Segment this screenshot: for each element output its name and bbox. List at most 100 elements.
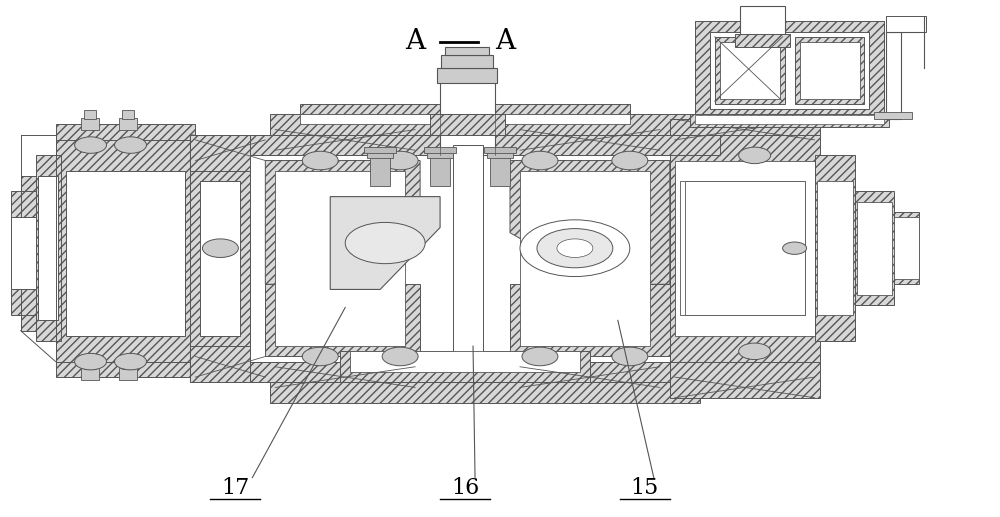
Polygon shape xyxy=(510,161,670,284)
Text: 17: 17 xyxy=(221,477,249,499)
Bar xyxy=(857,202,892,295)
Bar xyxy=(670,135,820,361)
Bar xyxy=(11,217,36,290)
Bar xyxy=(670,119,820,135)
Bar xyxy=(270,382,700,403)
Bar xyxy=(440,68,495,156)
Bar xyxy=(81,368,99,379)
Bar xyxy=(484,147,516,153)
Text: 16: 16 xyxy=(451,477,479,499)
Circle shape xyxy=(115,137,146,154)
Bar xyxy=(740,6,785,37)
Bar xyxy=(250,361,720,382)
Bar xyxy=(190,346,270,382)
Circle shape xyxy=(783,242,807,254)
Bar xyxy=(437,68,497,83)
Bar xyxy=(21,176,56,331)
Polygon shape xyxy=(265,284,420,356)
Polygon shape xyxy=(190,346,270,382)
Polygon shape xyxy=(330,196,440,290)
Bar xyxy=(350,352,580,372)
Bar xyxy=(453,145,483,361)
Bar xyxy=(685,181,805,315)
Polygon shape xyxy=(265,161,420,284)
Bar xyxy=(490,156,510,186)
Bar xyxy=(270,114,700,135)
Bar xyxy=(250,135,720,156)
Bar xyxy=(445,47,489,55)
Polygon shape xyxy=(190,135,270,171)
Bar xyxy=(38,176,58,321)
Bar xyxy=(670,361,820,398)
Circle shape xyxy=(520,220,630,277)
Circle shape xyxy=(302,151,338,170)
Bar xyxy=(886,32,901,119)
Circle shape xyxy=(522,347,558,366)
Circle shape xyxy=(345,222,425,264)
Bar xyxy=(874,112,912,119)
Bar xyxy=(11,191,36,315)
Bar xyxy=(695,115,884,125)
Bar xyxy=(21,207,56,300)
Bar xyxy=(715,37,785,104)
Bar xyxy=(487,150,513,158)
Bar xyxy=(490,104,630,114)
Circle shape xyxy=(382,151,418,170)
Circle shape xyxy=(739,147,771,163)
Bar xyxy=(81,118,99,130)
Bar xyxy=(300,104,450,114)
Bar xyxy=(430,114,505,135)
Bar xyxy=(894,212,919,284)
Bar xyxy=(710,32,869,109)
Bar xyxy=(190,171,250,346)
Bar xyxy=(430,156,450,186)
Text: 15: 15 xyxy=(631,477,659,499)
Bar xyxy=(300,114,630,125)
Bar xyxy=(275,171,405,346)
Circle shape xyxy=(115,354,146,370)
Bar xyxy=(250,156,720,361)
Bar xyxy=(815,156,855,341)
Bar xyxy=(800,42,860,99)
Bar xyxy=(795,37,864,104)
Circle shape xyxy=(537,229,613,268)
Bar xyxy=(66,171,185,336)
Bar xyxy=(364,147,396,153)
Bar xyxy=(886,16,926,32)
Bar xyxy=(675,171,815,326)
Bar xyxy=(695,21,884,119)
Circle shape xyxy=(557,239,593,257)
Bar xyxy=(427,150,453,158)
Bar xyxy=(720,42,780,99)
Bar xyxy=(190,135,270,171)
Circle shape xyxy=(382,347,418,366)
Bar xyxy=(894,217,919,279)
Bar xyxy=(370,156,390,186)
Bar xyxy=(441,55,493,68)
Bar xyxy=(122,110,134,119)
Bar xyxy=(690,114,889,127)
Bar xyxy=(56,361,195,377)
Circle shape xyxy=(612,347,648,366)
Circle shape xyxy=(202,239,238,257)
Bar xyxy=(119,368,137,379)
Bar xyxy=(735,34,790,47)
Bar xyxy=(817,181,853,315)
Bar xyxy=(122,360,134,369)
Bar xyxy=(367,150,393,158)
Circle shape xyxy=(522,151,558,170)
Bar xyxy=(56,125,195,140)
Bar xyxy=(520,171,650,346)
Bar xyxy=(340,352,590,382)
Bar xyxy=(855,191,894,305)
Bar xyxy=(84,110,96,119)
Circle shape xyxy=(612,151,648,170)
Text: A: A xyxy=(495,28,515,55)
Bar xyxy=(36,156,61,341)
Circle shape xyxy=(75,137,107,154)
Bar xyxy=(56,135,195,361)
Polygon shape xyxy=(510,284,670,356)
Circle shape xyxy=(739,343,771,359)
Circle shape xyxy=(75,354,107,370)
Bar xyxy=(200,181,240,336)
